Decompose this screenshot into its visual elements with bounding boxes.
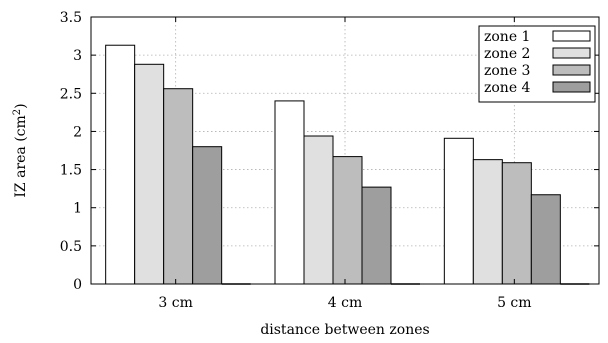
x-tick-label: 5 cm xyxy=(497,295,531,311)
bar-zone-3-5cm xyxy=(501,162,532,285)
bar-zone-4-5cm xyxy=(530,194,561,285)
bar-zone-1-3cm xyxy=(105,44,136,285)
legend-swatch xyxy=(552,30,591,42)
y-axis-label: IZ area (cm2) xyxy=(12,103,30,197)
bar-zone-2-3cm xyxy=(134,63,165,285)
legend-swatch xyxy=(552,64,591,76)
x-tick-label: 3 cm xyxy=(158,295,192,311)
bar-zone-2-5cm xyxy=(472,159,503,285)
y-tick-label: 0 xyxy=(73,277,82,293)
y-tick-label: 2 xyxy=(73,124,82,140)
y-tick-label: 1.5 xyxy=(60,163,82,179)
axis-ticks: 0 0.5 1 1.5 2 2.5 3 3.5 3 cm 4 cm 5 cm xyxy=(60,10,599,311)
y-tick-label: 3.5 xyxy=(60,10,82,26)
y-tick-label: 1 xyxy=(73,201,82,217)
bar-zone-1-5cm xyxy=(443,137,474,285)
legend-swatch xyxy=(552,47,591,59)
y-tick-label: 3 xyxy=(73,48,82,64)
bar-zone-4-4cm xyxy=(361,186,392,285)
y-tick-label: 0.5 xyxy=(60,239,82,255)
x-tick-label: 4 cm xyxy=(328,295,362,311)
legend-label: zone 3 xyxy=(484,63,530,79)
bar-zone-1-4cm xyxy=(274,100,305,285)
bar-zone-3-4cm xyxy=(332,156,363,285)
bar-zone-3-3cm xyxy=(163,88,194,285)
bar-zone-2-4cm xyxy=(303,135,334,285)
legend-label: zone 1 xyxy=(484,29,530,45)
legend-label: zone 4 xyxy=(484,80,531,96)
legend-swatch xyxy=(552,81,591,93)
y-tick-label: 2.5 xyxy=(60,86,82,102)
x-axis-label: distance between zones xyxy=(260,322,429,338)
legend-label: zone 2 xyxy=(484,46,530,62)
bar-zone-4-3cm xyxy=(192,146,223,285)
